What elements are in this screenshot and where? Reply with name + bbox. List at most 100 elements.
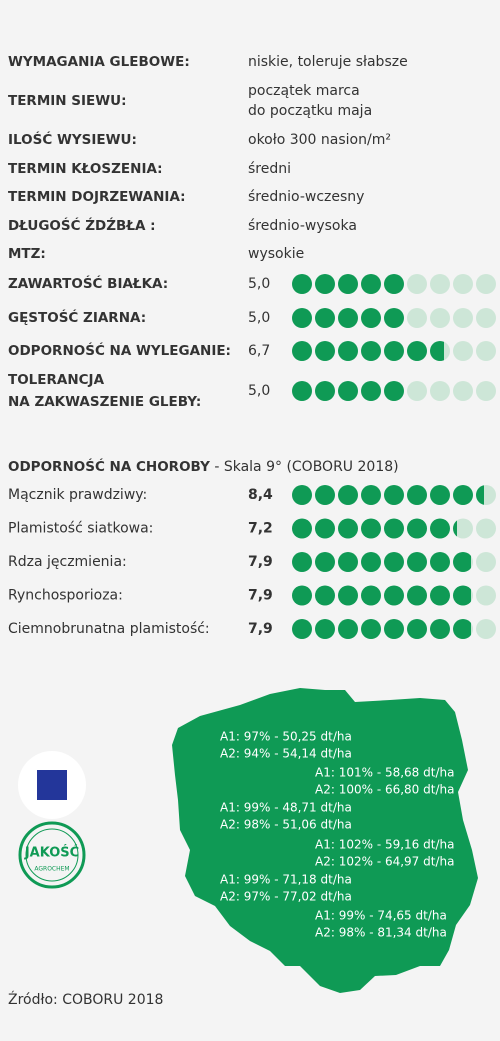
rating-dot bbox=[384, 381, 404, 401]
rating-dot bbox=[361, 552, 381, 572]
rating-dot bbox=[476, 308, 496, 328]
rating-label: NA ZAKWASZENIE GLEBY: bbox=[8, 394, 201, 410]
rating-dot bbox=[430, 381, 450, 401]
disease-score: 7,9 bbox=[248, 588, 273, 604]
rating-dot bbox=[430, 341, 450, 361]
rating-dot bbox=[338, 585, 358, 606]
trait-value: około 300 nasion/m² bbox=[248, 132, 391, 148]
rating-dot bbox=[315, 381, 335, 401]
rating-dot bbox=[315, 585, 335, 606]
rating-dot bbox=[315, 308, 335, 328]
rating-dot bbox=[476, 552, 496, 572]
map-label: A1: 102% - 59,16 dt/ha bbox=[315, 838, 454, 852]
disease-score: 7,2 bbox=[248, 521, 273, 537]
rating-dot bbox=[292, 518, 312, 539]
rating-dot bbox=[453, 341, 473, 361]
map-label: A1: 99% - 74,65 dt/ha bbox=[315, 909, 447, 923]
map-label: A1: 101% - 58,68 dt/ha bbox=[315, 766, 454, 780]
trait-value: początek marca bbox=[248, 83, 360, 99]
rating-label: TOLERANCJA bbox=[8, 372, 105, 388]
disease-score: 8,4 bbox=[248, 487, 273, 503]
rating-dot bbox=[384, 518, 404, 539]
diseases-title: ODPORNOŚĆ NA CHOROBY bbox=[8, 457, 210, 475]
rating-dot bbox=[338, 381, 358, 401]
rating-dot bbox=[453, 518, 473, 539]
rating-dot bbox=[407, 619, 427, 639]
rating-dot bbox=[338, 485, 358, 505]
rating-dot bbox=[361, 518, 381, 539]
poland-map bbox=[172, 688, 478, 993]
rating-dot bbox=[453, 552, 473, 572]
trait-label: ILOŚĆ WYSIEWU: bbox=[8, 130, 137, 148]
rating-dot bbox=[453, 274, 473, 294]
rating-dot bbox=[361, 485, 381, 505]
disease-label: Ciemnobrunatna plamistość: bbox=[8, 621, 210, 637]
rating-dot bbox=[315, 619, 335, 639]
rating-dot bbox=[430, 518, 450, 539]
rating-dot bbox=[361, 308, 381, 328]
rating-dot bbox=[430, 308, 450, 328]
rating-dot bbox=[430, 619, 450, 639]
trait-label: WYMAGANIA GLEBOWE: bbox=[8, 54, 190, 70]
rating-dot bbox=[384, 619, 404, 639]
rating-dot bbox=[292, 274, 312, 294]
rating-dot bbox=[292, 341, 312, 361]
rating-dot bbox=[453, 619, 473, 639]
rating-dot bbox=[453, 585, 473, 606]
rating-dot bbox=[338, 552, 358, 572]
stamp-main: JAKOŚĆ bbox=[24, 845, 79, 861]
trait-value: średnio-wysoka bbox=[248, 218, 357, 234]
rating-dot bbox=[361, 381, 381, 401]
rating-label: ODPORNOŚĆ NA WYLEGANIE: bbox=[8, 341, 231, 359]
rating-dot bbox=[453, 308, 473, 328]
rating-dot bbox=[338, 341, 358, 361]
map-label: A2: 98% - 81,34 dt/ha bbox=[315, 926, 447, 940]
rating-dot bbox=[361, 274, 381, 294]
quality-stamp bbox=[18, 821, 86, 889]
rating-dot bbox=[407, 308, 427, 328]
rating-dot bbox=[315, 552, 335, 572]
rating-score: 5,0 bbox=[248, 276, 270, 292]
rating-dot bbox=[453, 381, 473, 401]
map-label: A2: 100% - 66,80 dt/ha bbox=[315, 783, 454, 797]
rating-dot bbox=[476, 274, 496, 294]
rating-dot bbox=[315, 518, 335, 539]
rating-dot bbox=[407, 341, 427, 361]
rating-dot bbox=[407, 485, 427, 505]
disease-label: Mącznik prawdziwy: bbox=[8, 487, 147, 503]
rating-dot bbox=[407, 274, 427, 294]
diseases-heading: ODPORNOŚĆ NA CHOROBY - Skala 9° (COBORU … bbox=[8, 457, 399, 475]
rating-dot bbox=[361, 341, 381, 361]
trait-value: do początku maja bbox=[248, 103, 372, 119]
rating-dot bbox=[476, 381, 496, 401]
trait-value: średnio-wczesny bbox=[248, 189, 364, 205]
rating-dot bbox=[476, 619, 496, 639]
rating-dot bbox=[384, 274, 404, 294]
trait-label: TERMIN KŁOSZENIA: bbox=[8, 161, 163, 177]
rating-dot bbox=[338, 274, 358, 294]
trait-value: średni bbox=[248, 161, 291, 177]
logo-emblem bbox=[37, 770, 67, 800]
disease-label: Rynchosporioza: bbox=[8, 588, 123, 604]
map-label: A1: 99% - 71,18 dt/ha bbox=[220, 873, 352, 887]
disease-label: Plamistość siatkowa: bbox=[8, 521, 153, 537]
rating-dot bbox=[292, 585, 312, 606]
rating-dot bbox=[430, 274, 450, 294]
map-label: A2: 102% - 64,97 dt/ha bbox=[315, 855, 454, 869]
rating-dot bbox=[338, 518, 358, 539]
rating-dot bbox=[315, 485, 335, 505]
rating-score: 5,0 bbox=[248, 310, 270, 326]
diseases-subtitle: - Skala 9° (COBORU 2018) bbox=[210, 459, 399, 475]
rating-dot bbox=[384, 585, 404, 606]
rating-dot bbox=[292, 308, 312, 328]
rating-dot bbox=[384, 341, 404, 361]
rating-dot bbox=[292, 381, 312, 401]
trait-label: MTZ: bbox=[8, 246, 46, 262]
rating-dot bbox=[407, 518, 427, 539]
rating-dot bbox=[384, 308, 404, 328]
rating-dot bbox=[476, 518, 496, 539]
rating-dot bbox=[407, 552, 427, 572]
quality-stamp-inner bbox=[25, 828, 79, 882]
rating-dot bbox=[476, 341, 496, 361]
